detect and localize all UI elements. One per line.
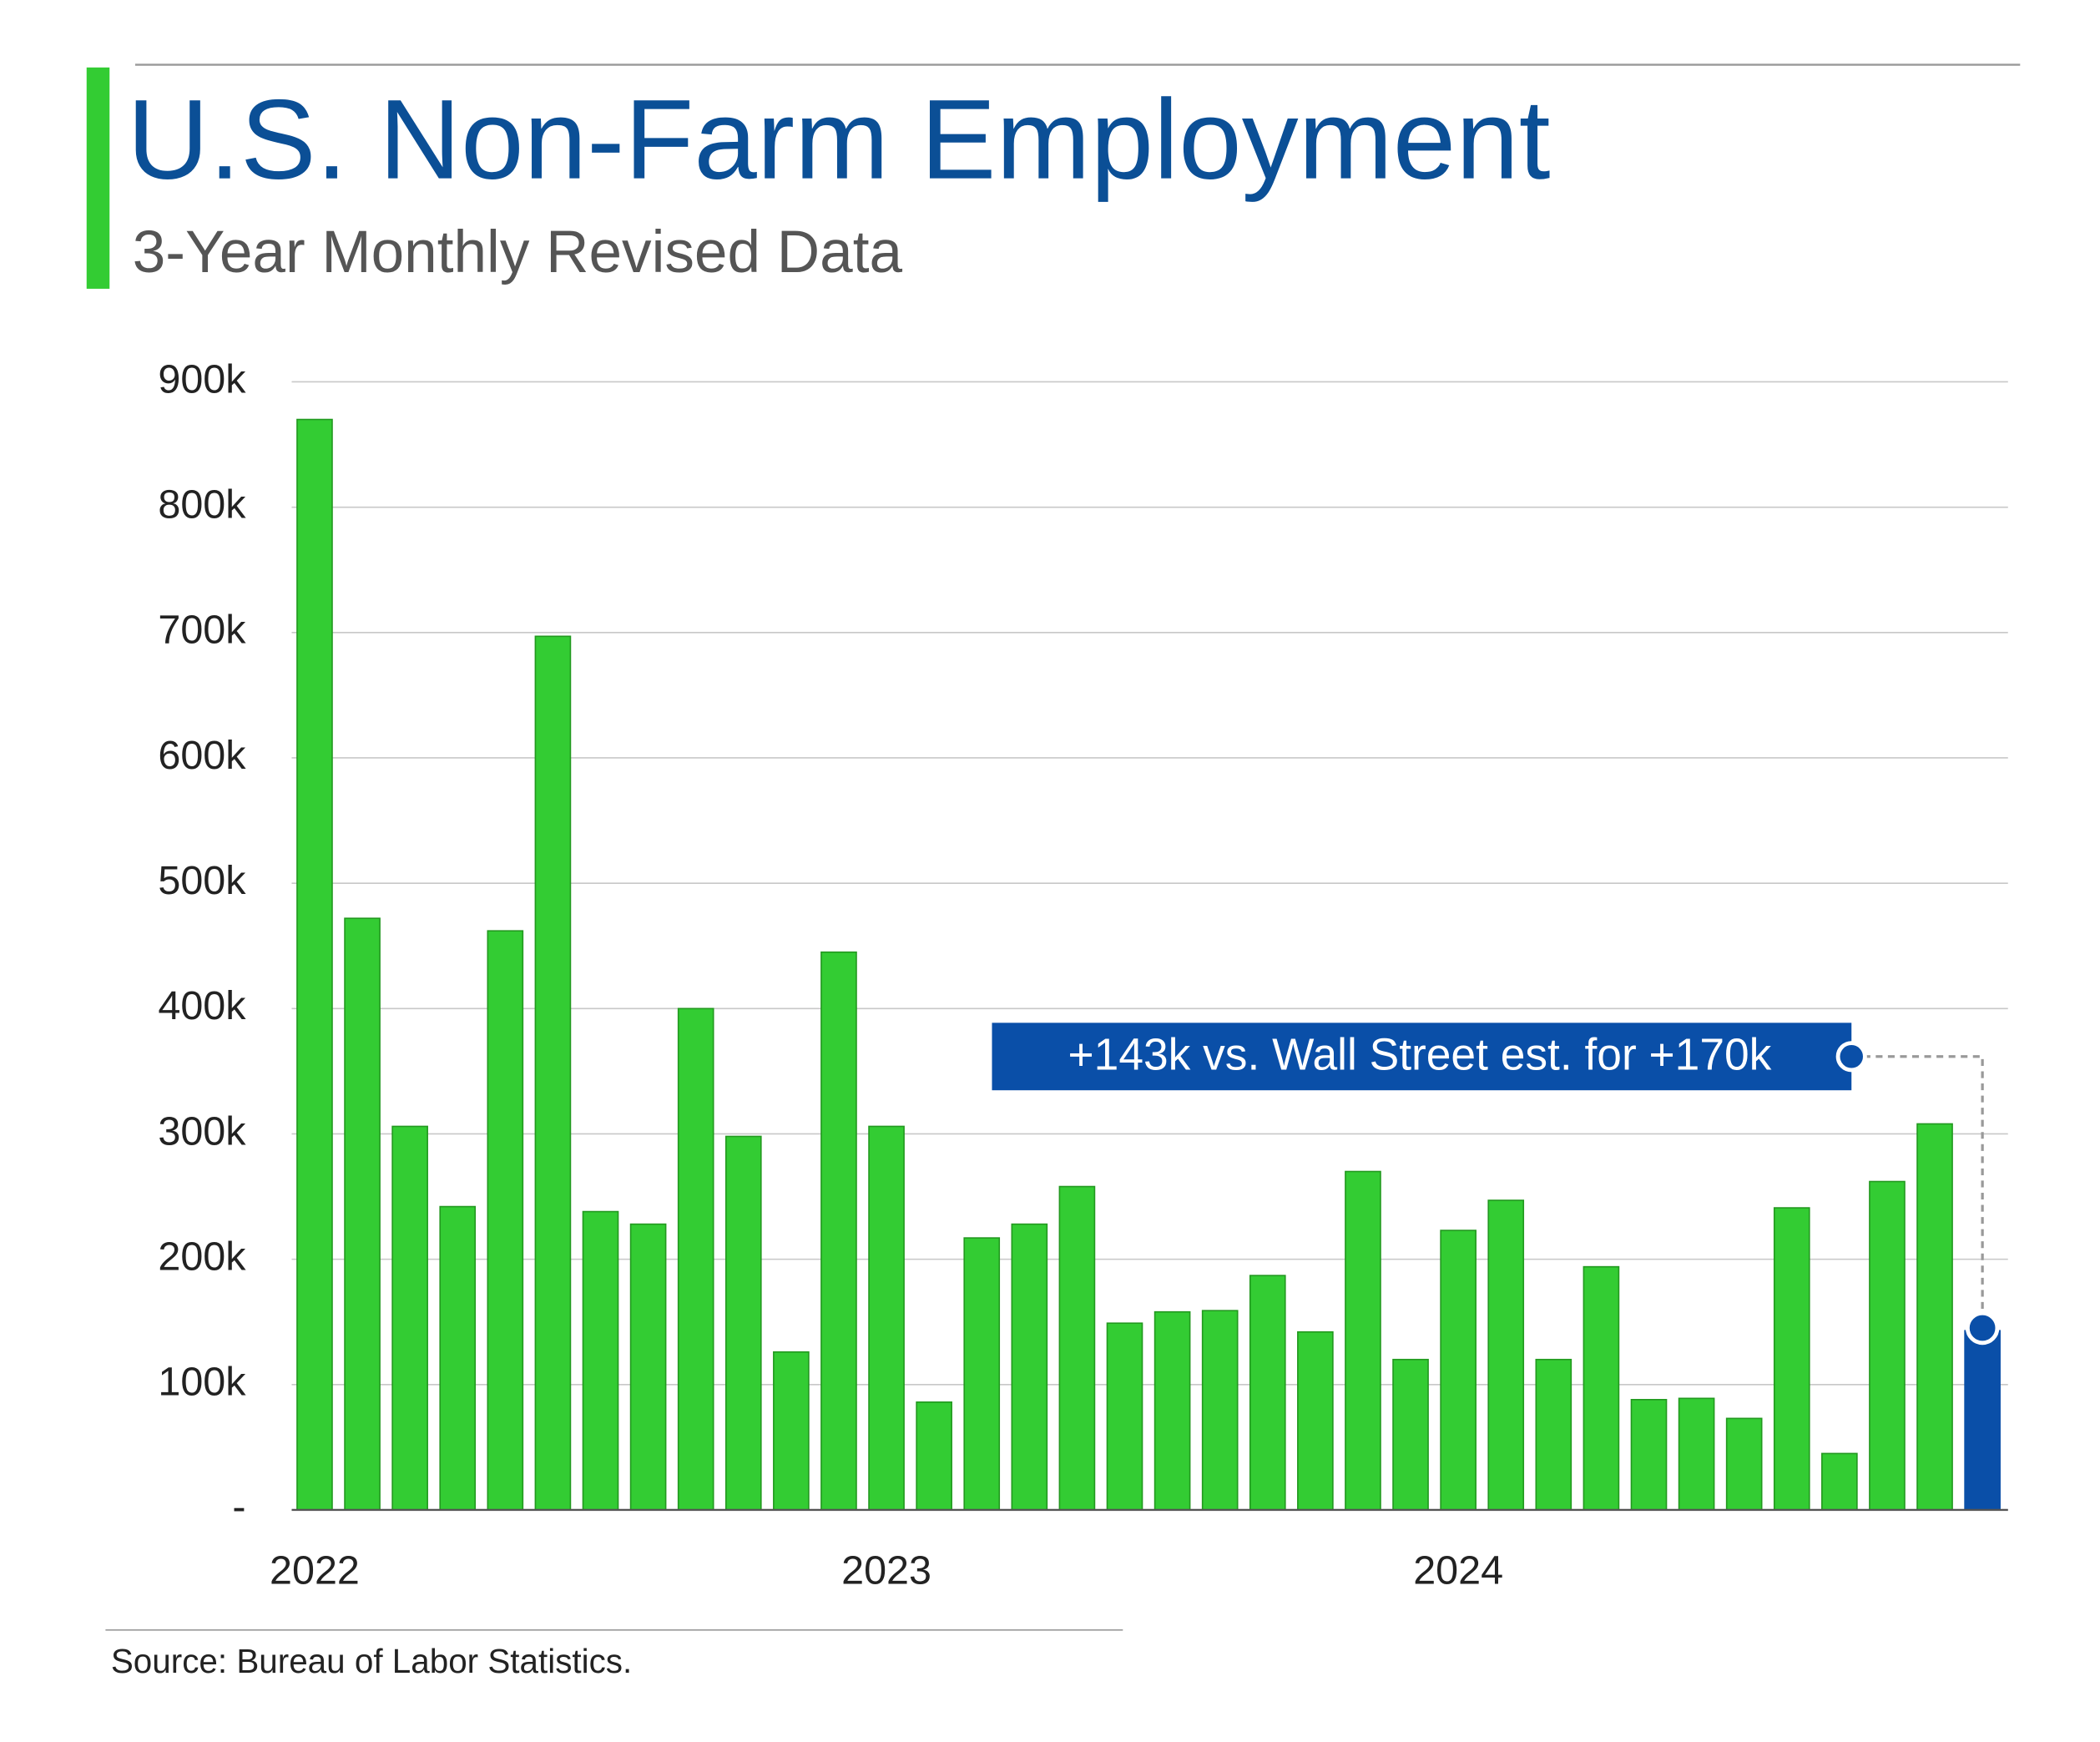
bar xyxy=(1725,1417,1763,1511)
y-tick-label: 100k xyxy=(158,1360,246,1405)
bar xyxy=(296,418,333,1511)
bar xyxy=(1535,1358,1572,1511)
source: Source: Bureau of Labor Statistics. xyxy=(111,1642,632,1680)
y-tick-label: 600k xyxy=(158,733,246,778)
bar xyxy=(1773,1207,1810,1511)
y-tick-label: 700k xyxy=(158,608,246,653)
bar xyxy=(1392,1358,1429,1511)
bar xyxy=(1440,1229,1477,1511)
bar xyxy=(344,917,381,1511)
y-tick-label: 400k xyxy=(158,983,246,1028)
y-tick-label: 900k xyxy=(158,356,246,401)
bar xyxy=(916,1401,952,1511)
x-tick-label: 2022 xyxy=(270,1548,360,1593)
annotation: +143k vs. Wall Street est. for +170k xyxy=(1068,1030,1772,1079)
bar xyxy=(1297,1330,1334,1511)
bar xyxy=(1058,1185,1096,1511)
annotation-box xyxy=(992,1022,1852,1091)
bar xyxy=(677,1007,714,1511)
bar xyxy=(391,1125,428,1511)
bar xyxy=(1249,1275,1286,1511)
x-tick-label: 2023 xyxy=(841,1548,931,1593)
bar xyxy=(439,1205,477,1511)
bar xyxy=(1487,1199,1525,1511)
y-tick-label: 800k xyxy=(158,482,246,527)
callout-dot xyxy=(1965,1310,2000,1346)
bar xyxy=(1678,1397,1715,1511)
bar xyxy=(820,951,857,1511)
bar xyxy=(534,635,572,1511)
bar xyxy=(487,930,524,1511)
bar xyxy=(1583,1265,1620,1511)
bar xyxy=(1630,1398,1668,1511)
x-tick-label: 2024 xyxy=(1413,1548,1503,1593)
callout-dot xyxy=(1835,1041,1867,1073)
y-tick-label: 200k xyxy=(158,1234,246,1279)
y-tick-label: 500k xyxy=(158,858,246,903)
title-accent xyxy=(86,67,110,289)
bar xyxy=(1821,1452,1858,1511)
bar xyxy=(724,1135,762,1511)
chart-subtitle: 3-Year Monthly Revised Data xyxy=(133,220,903,285)
bar xyxy=(1153,1310,1191,1511)
y-tick-label: - xyxy=(232,1485,245,1530)
bar xyxy=(868,1125,905,1511)
y-tick-label: 300k xyxy=(158,1108,246,1154)
bar xyxy=(773,1351,810,1511)
bar xyxy=(963,1237,1001,1511)
bar xyxy=(1869,1180,1906,1511)
bar xyxy=(1201,1310,1239,1511)
bar xyxy=(1106,1322,1143,1511)
bar xyxy=(1011,1223,1048,1511)
bar xyxy=(1916,1123,1953,1511)
bar xyxy=(1345,1170,1381,1511)
bar xyxy=(1964,1330,2001,1511)
bar xyxy=(629,1223,667,1511)
chart-title: U.S. Non-Farm Employment xyxy=(127,76,1550,203)
bar xyxy=(582,1210,619,1511)
